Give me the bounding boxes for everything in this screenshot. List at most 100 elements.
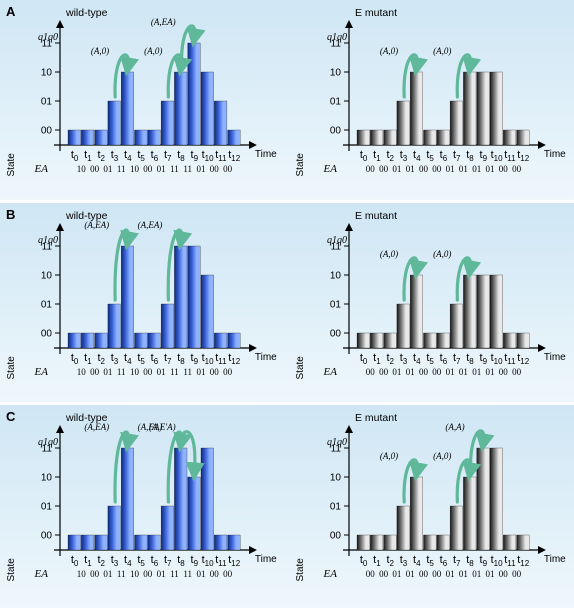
x-tick-letter: t [413, 352, 416, 364]
ea-value: 01 [103, 164, 112, 174]
x-tick-sub: 5 [429, 357, 434, 366]
x-tick-sub: 0 [363, 559, 368, 568]
transition-arrow [113, 430, 140, 504]
bar [67, 129, 81, 146]
ea-value: 10 [77, 367, 87, 377]
x-tick-letter: t [504, 554, 507, 566]
x-tick-sub: 7 [456, 357, 461, 366]
transition-arrow [180, 430, 205, 482]
x-axis-title: Time [255, 554, 277, 565]
bar [396, 303, 410, 349]
bar [107, 100, 121, 146]
x-tick-letter: t [426, 149, 429, 161]
x-axis-title: Time [255, 149, 277, 160]
bar [383, 332, 397, 349]
y-axis-title: State [295, 153, 306, 177]
x-tick-letter: t [360, 352, 363, 364]
x-tick-sub: 8 [469, 154, 474, 163]
ea-value: 01 [459, 569, 468, 579]
x-tick-label: t8 [466, 554, 474, 568]
ea-value: 00 [512, 367, 522, 377]
x-tick-letter: t [400, 149, 403, 161]
bar [476, 71, 490, 146]
x-tick-letter: t [400, 352, 403, 364]
x-tick-letter: t [111, 149, 114, 161]
bar [396, 505, 410, 551]
ea-value: 00 [223, 367, 233, 377]
x-tick-label: t9 [191, 149, 199, 163]
x-tick-letter: t [480, 352, 483, 364]
ea-value: 01 [197, 367, 206, 377]
x-tick-sub: 0 [74, 559, 79, 568]
x-tick-letter: t [413, 554, 416, 566]
bar [227, 534, 241, 551]
x-tick-sub: 2 [390, 154, 395, 163]
x-tick-label: t3 [111, 554, 119, 568]
x-tick-label: t12 [228, 554, 241, 568]
x-tick-letter: t [386, 352, 389, 364]
x-tick-label: t2 [386, 352, 394, 366]
x-tick-letter: t [504, 149, 507, 161]
x-tick-letter: t [71, 149, 74, 161]
ea-value: 00 [379, 569, 389, 579]
ea-value: 00 [90, 367, 100, 377]
x-tick-sub: 4 [127, 154, 132, 163]
bar [463, 476, 477, 551]
bar [67, 332, 81, 349]
x-tick-label: t6 [151, 554, 159, 568]
x-tick-label: t8 [466, 149, 474, 163]
ea-value: 00 [512, 569, 522, 579]
chart-title: wild-type [65, 412, 108, 424]
x-tick-label: t10 [202, 149, 215, 163]
x-tick-label: t2 [97, 352, 105, 366]
y-axis-top-label: q1q0 [327, 32, 347, 43]
bar [449, 100, 463, 146]
bar [356, 332, 370, 349]
x-tick-letter: t [111, 554, 114, 566]
x-tick-sub: 2 [101, 357, 106, 366]
x-tick-sub: 3 [114, 559, 119, 568]
x-tick-letter: t [191, 352, 194, 364]
x-tick-letter: t [360, 149, 363, 161]
bar [187, 476, 201, 551]
x-tick-label: t0 [360, 149, 368, 163]
bar [94, 129, 108, 146]
y-tick-label: 01 [41, 300, 53, 311]
x-tick-sub: 9 [194, 559, 199, 568]
bar [503, 332, 517, 349]
bar [489, 447, 503, 551]
ea-value: 00 [366, 164, 376, 174]
ea-value: 01 [157, 367, 166, 377]
x-tick-label: t12 [517, 352, 530, 366]
x-tick-letter: t [202, 554, 205, 566]
chart-title: E mutant [355, 7, 397, 19]
y-tick-label: 10 [41, 473, 53, 484]
transition-label: (A,0) [91, 46, 109, 56]
bar [134, 332, 148, 349]
x-tick-sub: 1 [376, 559, 381, 568]
bar [463, 274, 477, 349]
bar [174, 71, 188, 146]
x-tick-label: t5 [137, 352, 145, 366]
x-tick-sub: 8 [469, 559, 474, 568]
transition-arrow [113, 228, 140, 302]
x-tick-letter: t [124, 352, 127, 364]
y-axis-title: State [6, 153, 17, 177]
x-tick-label: t7 [453, 554, 461, 568]
transition-label: (A,0) [433, 46, 451, 56]
bar [200, 274, 214, 349]
transition-label: (A,0) [144, 46, 162, 56]
ea-value: 00 [432, 569, 442, 579]
ea-value: 00 [499, 164, 509, 174]
x-tick-label: t4 [124, 149, 132, 163]
x-tick-label: t8 [177, 149, 185, 163]
panel-label: B [6, 207, 15, 222]
transition-arrow [402, 458, 429, 504]
bar [227, 332, 241, 349]
x-tick-label: t10 [202, 554, 215, 568]
transition-label: (A,0) [380, 451, 398, 461]
bar [134, 534, 148, 551]
